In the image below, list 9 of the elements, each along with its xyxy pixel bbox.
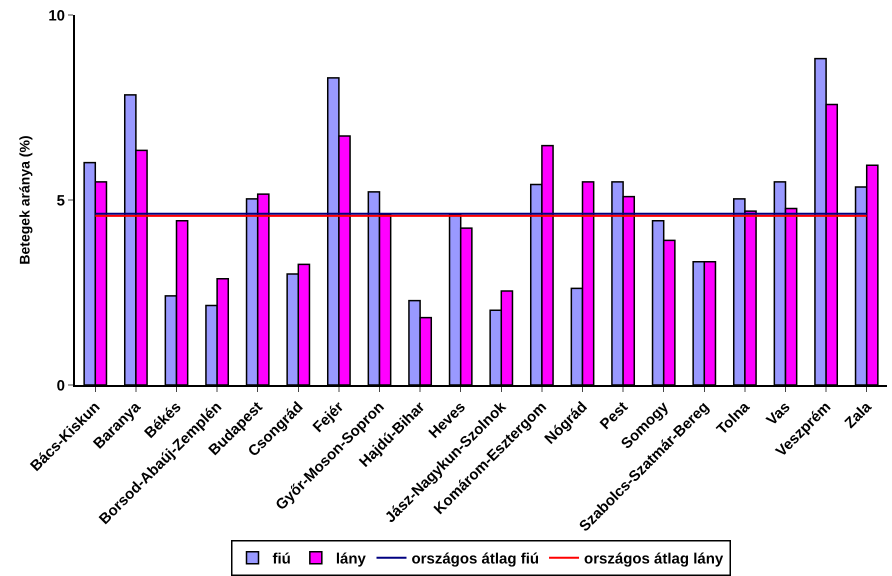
legend-label: fiú bbox=[272, 550, 291, 568]
x-tick-label: Zala bbox=[842, 398, 876, 432]
y-tick-label: 10 bbox=[48, 7, 65, 24]
y-tick-label: 5 bbox=[56, 192, 65, 210]
y-tick-label: 0 bbox=[56, 377, 65, 394]
y-axis-title: Betegek aránya (%) bbox=[16, 135, 32, 265]
legend-label: országos átlag lány bbox=[584, 550, 724, 568]
legend-label: lány bbox=[336, 550, 366, 568]
legend-label: országos átlag fiú bbox=[412, 550, 540, 568]
